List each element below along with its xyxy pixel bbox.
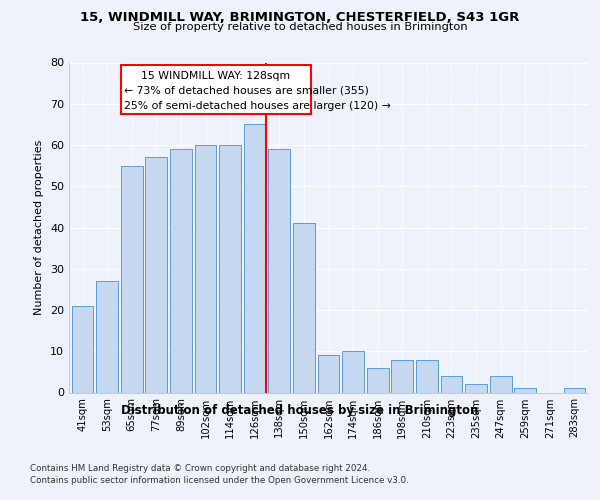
Text: 15, WINDMILL WAY, BRIMINGTON, CHESTERFIELD, S43 1GR: 15, WINDMILL WAY, BRIMINGTON, CHESTERFIE… (80, 11, 520, 24)
Bar (514, 388, 536, 392)
Bar (465, 384, 487, 392)
Bar (391, 360, 413, 392)
Text: Contains HM Land Registry data © Crown copyright and database right 2024.: Contains HM Land Registry data © Crown c… (30, 464, 370, 473)
Text: Distribution of detached houses by size in Brimington: Distribution of detached houses by size … (121, 404, 479, 417)
Text: Contains public sector information licensed under the Open Government Licence v3: Contains public sector information licen… (30, 476, 409, 485)
FancyBboxPatch shape (121, 64, 311, 114)
Bar (317, 356, 340, 393)
Bar (293, 224, 315, 392)
Bar (563, 388, 585, 392)
Bar (490, 376, 512, 392)
Bar (194, 145, 217, 392)
Text: ← 73% of detached houses are smaller (355): ← 73% of detached houses are smaller (35… (124, 85, 369, 95)
Bar (416, 360, 438, 392)
Bar (342, 351, 364, 393)
Bar (97, 281, 118, 392)
Bar (244, 124, 266, 392)
Bar (121, 166, 143, 392)
Bar (72, 306, 94, 392)
Text: 25% of semi-detached houses are larger (120) →: 25% of semi-detached houses are larger (… (124, 101, 391, 111)
Bar (170, 149, 192, 392)
Bar (145, 158, 167, 392)
Bar (367, 368, 389, 392)
Y-axis label: Number of detached properties: Number of detached properties (34, 140, 44, 315)
Text: Size of property relative to detached houses in Brimington: Size of property relative to detached ho… (133, 22, 467, 32)
Bar (268, 149, 290, 392)
Bar (440, 376, 463, 392)
Bar (219, 145, 241, 392)
Text: 15 WINDMILL WAY: 128sqm: 15 WINDMILL WAY: 128sqm (142, 70, 290, 81)
